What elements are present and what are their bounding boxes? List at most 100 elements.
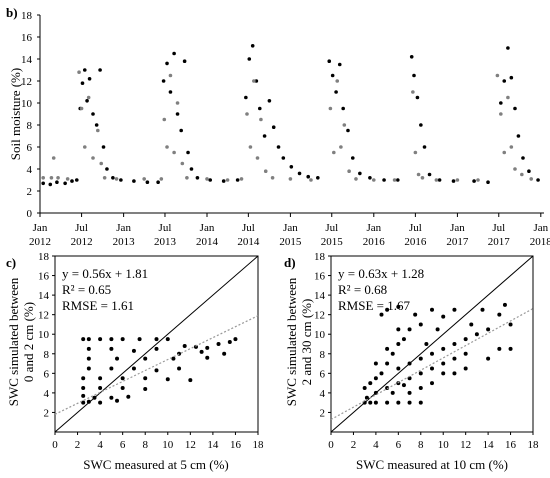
- panel-d-point: [418, 386, 423, 390]
- panel-b-point-black: [145, 180, 150, 184]
- panel-c-x-tick-label: 12: [185, 439, 196, 451]
- panel-d-point: [390, 390, 395, 395]
- panel-b-point-gray: [77, 70, 81, 74]
- panel-d-y-tick-label: 16: [314, 271, 326, 283]
- panel-b-point-gray: [411, 90, 415, 94]
- panel-c-point: [137, 337, 142, 342]
- panel-c-x-tick-label: 2: [75, 439, 81, 451]
- panel-b-point-black: [502, 79, 507, 83]
- panel-b-point-black: [182, 59, 187, 63]
- panel-d-y-tick-label: 8: [320, 349, 326, 361]
- panel-b-point-gray: [168, 73, 173, 78]
- panel-d-one-to-one-line: [330, 255, 534, 433]
- panel-d-point: [508, 322, 513, 327]
- panel-b-point-black: [427, 172, 432, 177]
- panel-c-point: [154, 368, 159, 373]
- panel-c-one-to-one-line: [54, 255, 259, 433]
- panel-c-rmse: RMSE = 1.61: [62, 298, 134, 313]
- panel-b-point-black: [221, 179, 226, 183]
- panel-b-x-tick-year: 2014: [196, 236, 219, 248]
- panel-b-point-black: [161, 79, 166, 83]
- panel-d-x-tick-label: 4: [373, 439, 379, 451]
- panel-d-x-tick-label: 10: [438, 439, 450, 451]
- panel-b-point-gray: [180, 161, 185, 166]
- panel-d-point: [368, 400, 373, 405]
- panel-d-point: [385, 361, 390, 366]
- panel-d-lines: [330, 255, 534, 433]
- panel-c-y-tick-label: 4: [44, 388, 50, 400]
- panel-c-point: [182, 343, 187, 348]
- panel-c-y-axis-title-line2: 0 and 2 cm (%): [21, 302, 36, 382]
- panel-b-x-tick-year: 2015: [279, 236, 302, 248]
- panel-d-x-tick-label: 8: [418, 439, 424, 451]
- panel-c-y-tick-label: 6: [44, 368, 50, 380]
- panel-b-point-gray: [245, 112, 249, 116]
- panel-b-x-tick-year: 2012: [71, 236, 93, 248]
- panel-b-point-black: [80, 81, 85, 85]
- panel-c-x-tick-label: 0: [52, 439, 58, 451]
- panel-b-point-black: [189, 167, 194, 171]
- panel-b-y-tick-label: 18: [21, 10, 33, 22]
- panel-c-label: c): [6, 255, 16, 270]
- panel-b-point-gray: [342, 123, 347, 127]
- panel-b-point-black: [235, 178, 240, 182]
- panel-c-x-axis-title: SWC measured at 5 cm (%): [83, 457, 228, 472]
- panel-c-point: [98, 400, 103, 405]
- panel-b-x-tick-year: 2016: [404, 236, 427, 248]
- panel-b-point-black: [82, 68, 87, 72]
- panel-b-x-tick-year: 2013: [113, 236, 136, 248]
- panel-b-point-gray: [86, 95, 91, 100]
- panel-c-point: [98, 376, 103, 381]
- panel-b-point-black: [350, 156, 355, 160]
- panel-c-point: [120, 337, 125, 342]
- panel-b-x-tick-month: Jan: [533, 222, 548, 234]
- panel-b-point-gray: [82, 145, 87, 149]
- panel-c-point: [131, 366, 136, 371]
- panel-b-x-tick-month: Jul: [242, 222, 255, 234]
- panel-d-point: [373, 361, 378, 366]
- panel-b-point-black: [85, 99, 89, 103]
- panel-b-x-tick-month: Jul: [325, 222, 338, 234]
- panel-b-point-black: [244, 95, 248, 100]
- panel-b-x-ticks: Jan 2012 Jul 2012 Jan 2013 Jul 2013 Jan 2014 Jul 20…: [29, 213, 550, 248]
- panel-b-x-tick-month: Jul: [159, 222, 172, 234]
- panel-c-point: [165, 377, 170, 382]
- panel-b-point-black: [254, 79, 259, 83]
- panel-c-x-tick-label: 16: [230, 439, 242, 451]
- panel-d-point: [463, 366, 468, 371]
- panel-b-point-black: [527, 169, 531, 173]
- panel-b-point-gray: [309, 178, 313, 182]
- panel-b-point-black: [267, 99, 272, 103]
- panel-b-point-black: [119, 178, 123, 182]
- panel-d-point: [452, 342, 457, 346]
- panel-b-point-black: [289, 165, 294, 169]
- panel-b-point-gray: [502, 150, 507, 155]
- panel-d-point: [452, 371, 457, 376]
- panel-d-point: [364, 395, 369, 400]
- panel-c-point: [81, 337, 86, 342]
- panel-b-x-tick-month: Jul: [75, 222, 88, 234]
- panel-b-point-black: [437, 178, 442, 182]
- panel-c-point: [205, 355, 210, 360]
- panel-b-y-tick-label: 8: [27, 120, 33, 132]
- panel-d-point: [441, 361, 446, 366]
- panel-d-point: [430, 351, 434, 356]
- panel-c-point: [177, 366, 182, 371]
- panel-c-point: [222, 351, 227, 356]
- panel-c-point: [205, 345, 210, 350]
- panel-b-point-gray: [41, 176, 45, 180]
- panel-b-x-tick-month: Jul: [492, 222, 505, 234]
- panel-b-point-gray: [51, 156, 56, 160]
- panel-b-point-gray: [335, 79, 340, 83]
- panel-b-x-tick-year: 2017: [488, 236, 511, 248]
- panel-c-point: [86, 337, 91, 342]
- panel-b-point-black: [262, 134, 267, 138]
- panel-b-point-gray: [248, 145, 253, 149]
- panel-b-point-black: [98, 68, 102, 72]
- panel-c-point: [216, 342, 221, 346]
- panel-b-point-black: [486, 180, 490, 184]
- panel-b-point-black: [55, 180, 59, 184]
- panel-d-point: [452, 356, 457, 361]
- panel-c-point: [165, 337, 170, 342]
